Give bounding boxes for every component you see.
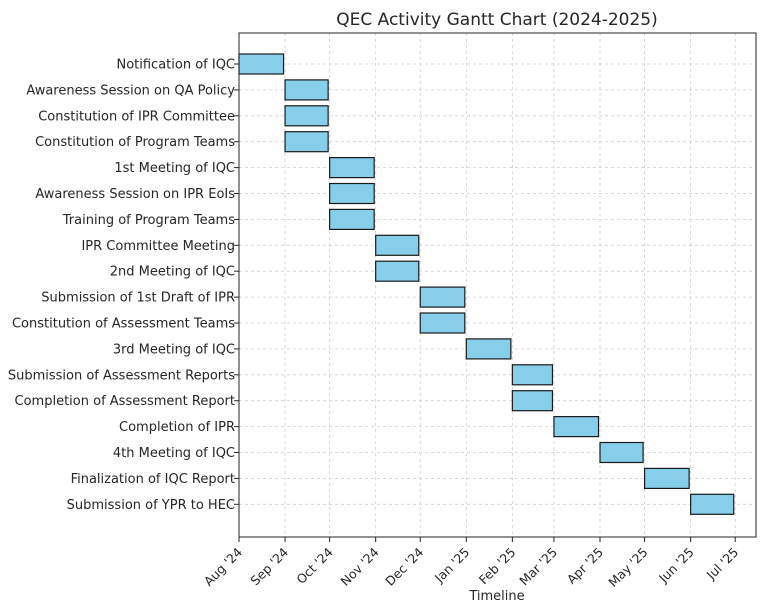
- task-label: Completion of Assessment Report: [15, 394, 235, 409]
- task-label: 2nd Meeting of IQC: [110, 265, 235, 280]
- task-label: 1st Meeting of IQC: [114, 161, 235, 176]
- gantt-bar: [511, 390, 554, 412]
- x-tick-label: Jul '25: [703, 545, 741, 583]
- task-label: Awareness Session on IPR EoIs: [35, 187, 235, 202]
- gantt-bar: [238, 53, 285, 75]
- gantt-bar: [284, 79, 329, 101]
- gantt-bar: [284, 105, 329, 127]
- x-tick-label: Nov '24: [337, 544, 381, 588]
- task-label: Constitution of IPR Committee: [38, 109, 235, 124]
- x-tick-label: May '25: [605, 545, 650, 590]
- task-label: 3rd Meeting of IQC: [113, 342, 235, 357]
- task-label: Finalization of IQC Report: [71, 472, 235, 487]
- task-label: Submission of Assessment Reports: [8, 368, 235, 383]
- gantt-bar: [419, 312, 466, 334]
- task-label: Constitution of Assessment Teams: [12, 317, 235, 332]
- gantt-bar: [329, 182, 375, 205]
- gantt-bar: [329, 157, 375, 179]
- gantt-bar: [643, 467, 690, 489]
- x-tick-label: Mar '25: [516, 545, 560, 589]
- x-tick-label: Jan '25: [431, 545, 472, 586]
- gantt-bar: [375, 234, 420, 256]
- gantt-bar: [375, 260, 420, 282]
- task-label: Constitution of Program Teams: [35, 135, 235, 150]
- gantt-bar: [690, 493, 735, 515]
- task-label: Completion of IPR: [119, 420, 235, 435]
- bars: [238, 53, 735, 515]
- task-label: 4th Meeting of IQC: [113, 446, 235, 461]
- x-tick-label: Oct '24: [293, 544, 335, 586]
- x-tick-label: Sep '24: [247, 544, 291, 588]
- x-axis-label: Timeline: [468, 589, 524, 604]
- gantt-bar: [599, 441, 644, 464]
- task-label: Notification of IQC: [116, 58, 235, 73]
- gantt-bar: [419, 286, 466, 308]
- gantt-bar: [511, 364, 554, 386]
- task-label: IPR Committee Meeting: [81, 239, 235, 254]
- x-tick-labels: Aug '24 Sep '24 Oct '24 Nov '24 Dec '24 Jan '…: [201, 537, 741, 590]
- x-tick-label: Jun '25: [655, 545, 697, 587]
- gantt-bar: [329, 208, 375, 230]
- plot-frame: [238, 32, 757, 538]
- gantt-bar: [553, 416, 600, 438]
- task-label: Awareness Session on QA Policy: [26, 83, 235, 98]
- x-tick-label: Aug '24: [201, 544, 245, 588]
- x-tick-label: Apr '25: [564, 545, 606, 587]
- task-labels: Notification of IQC Awareness Session on …: [8, 58, 239, 513]
- chart-title: QEC Activity Gantt Chart (2024-2025): [336, 10, 658, 30]
- gantt-bar: [465, 338, 512, 360]
- task-label: Submission of 1st Draft of IPR: [41, 291, 235, 306]
- gantt-bar: [284, 131, 329, 153]
- x-tick-label: Feb '25: [476, 545, 519, 588]
- x-tick-label: Dec '24: [382, 544, 426, 588]
- task-label: Training of Program Teams: [62, 213, 235, 228]
- task-label: Submission of YPR to HEC: [67, 498, 235, 513]
